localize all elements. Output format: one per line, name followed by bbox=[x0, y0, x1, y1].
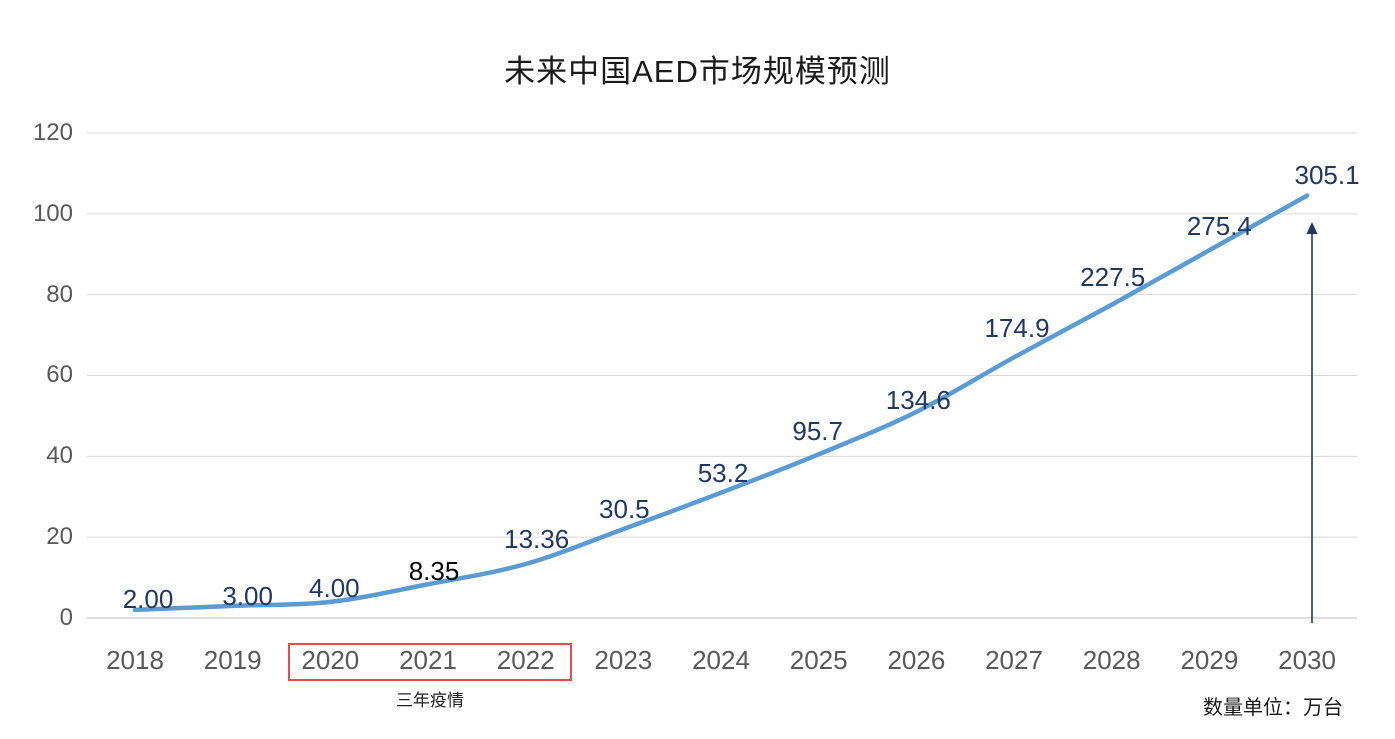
data-label-2024: 53.2 bbox=[697, 457, 749, 488]
y-axis-tick-label-0: 0 bbox=[59, 604, 73, 631]
growth-arrow-head bbox=[1306, 222, 1318, 234]
y-axis-tick-label-120: 120 bbox=[32, 118, 73, 146]
data-label-2023: 30.5 bbox=[599, 494, 650, 525]
data-label-2020: 4.00 bbox=[309, 572, 360, 603]
x-axis-label-2024: 2024 bbox=[692, 645, 750, 675]
y-axis-tick-label-40: 40 bbox=[46, 442, 73, 470]
y-axis-tick-label-20: 20 bbox=[46, 523, 73, 551]
data-label-2029: 275.4 bbox=[1186, 211, 1252, 242]
x-axis-label-2020: 2020 bbox=[301, 645, 360, 675]
x-axis-label-2026: 2026 bbox=[887, 645, 946, 675]
data-label-2022: 13.36 bbox=[504, 524, 570, 554]
x-axis-label-2022: 2022 bbox=[496, 645, 555, 675]
data-label-2026: 134.6 bbox=[885, 384, 951, 415]
unit-note-label: 数量单位：万台 bbox=[1203, 697, 1343, 719]
x-axis-label-2025: 2025 bbox=[789, 645, 848, 675]
x-axis-label-2029: 2029 bbox=[1180, 645, 1239, 675]
x-axis-label-2030: 2030 bbox=[1278, 645, 1336, 675]
y-axis-tick-label-60: 60 bbox=[46, 361, 73, 389]
data-label-2028: 227.5 bbox=[1080, 261, 1146, 292]
chart-title: 未来中国AED市场规模预测 bbox=[504, 54, 891, 89]
y-axis-tick-label-100: 100 bbox=[32, 199, 73, 227]
pandemic-highlight-box bbox=[288, 643, 572, 681]
x-axis-label-2027: 2027 bbox=[985, 645, 1043, 675]
data-label-2018: 2.00 bbox=[122, 583, 174, 614]
series-line bbox=[132, 193, 1310, 613]
x-axis-label-2021: 2021 bbox=[399, 645, 457, 675]
data-label-2030: 305.1 bbox=[1294, 159, 1360, 190]
x-axis-label-2023: 2023 bbox=[594, 645, 653, 675]
x-axis-label-2028: 2028 bbox=[1082, 645, 1141, 675]
x-axis-label-2019: 2019 bbox=[203, 645, 262, 675]
data-label-2019: 3.00 bbox=[222, 580, 273, 611]
data-label-2027: 174.9 bbox=[984, 313, 1050, 344]
data-label-2025: 95.7 bbox=[792, 416, 843, 447]
data-label-2021: 8.35 bbox=[408, 556, 460, 587]
y-axis-tick-label-80: 80 bbox=[46, 280, 73, 308]
x-axis-label-2018: 2018 bbox=[106, 645, 164, 675]
pandemic-annotation-label: 三年疫情 bbox=[396, 691, 464, 711]
